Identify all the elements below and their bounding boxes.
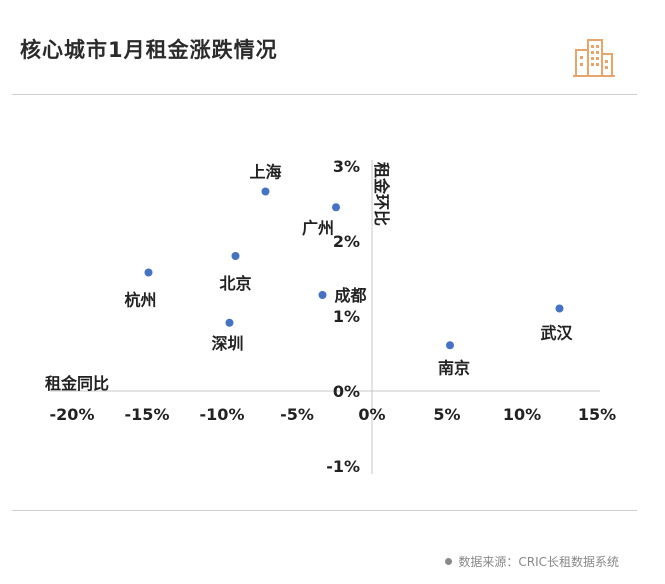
x-tick-label: -15% xyxy=(125,405,170,424)
y-tick-label: -1% xyxy=(326,457,360,476)
data-point xyxy=(332,203,340,212)
data-point xyxy=(225,318,234,327)
y-axis-title: 租金环比 xyxy=(372,162,391,226)
data-source: 数据来源：CRIC长租数据系统 xyxy=(445,553,619,570)
data-point xyxy=(144,268,153,277)
header-divider xyxy=(12,94,637,95)
data-point xyxy=(231,252,240,260)
x-axis-title: 租金同比 xyxy=(45,374,109,393)
x-tick-label: 0% xyxy=(358,405,385,424)
y-tick-label: 3% xyxy=(333,157,360,176)
point-label: 深圳 xyxy=(211,334,243,353)
y-tick-label: 0% xyxy=(333,382,360,401)
point-label: 武汉 xyxy=(540,324,573,343)
point-label: 南京 xyxy=(438,358,470,377)
data-point xyxy=(261,187,270,196)
x-tick-label: 15% xyxy=(578,405,616,424)
x-tick-label: 5% xyxy=(433,405,460,424)
y-tick-label: 1% xyxy=(333,307,360,326)
y-tick-label: 2% xyxy=(333,232,360,251)
buildings-icon xyxy=(573,39,615,77)
footer-divider xyxy=(12,510,637,511)
page-title: 核心城市1月租金涨跌情况 xyxy=(20,38,278,62)
data-point xyxy=(446,341,454,350)
bullet-icon xyxy=(445,558,453,565)
point-label: 上海 xyxy=(249,163,281,182)
point-label: 杭州 xyxy=(124,291,156,310)
x-tick-label: -10% xyxy=(200,405,245,424)
data-point xyxy=(555,304,564,313)
point-label: 广州 xyxy=(302,218,334,237)
x-tick-label: 10% xyxy=(503,405,541,424)
data-source-text: 数据来源：CRIC长租数据系统 xyxy=(458,555,619,569)
point-label: 北京 xyxy=(219,274,251,293)
data-point xyxy=(318,291,327,299)
x-tick-label: -20% xyxy=(50,405,95,424)
point-label: 成都 xyxy=(335,286,367,305)
x-tick-label: -5% xyxy=(280,405,314,424)
